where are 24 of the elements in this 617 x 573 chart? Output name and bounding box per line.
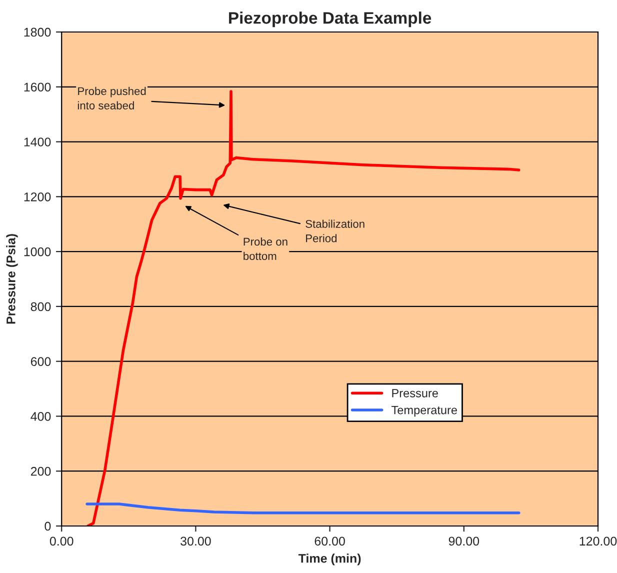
y-axis-title: Pressure (Psia) <box>6 234 18 324</box>
y-tick-label: 600 <box>30 357 51 366</box>
x-tick-label: 90.00 <box>448 536 480 546</box>
legend-label: Pressure <box>392 389 438 398</box>
y-tick-label: 1600 <box>24 82 51 92</box>
x-tick-label: 120.00 <box>580 536 617 546</box>
y-tick-label: 1200 <box>24 192 51 202</box>
x-tick-label: 60.00 <box>314 536 345 546</box>
y-tick-label: 400 <box>30 412 51 421</box>
line-series <box>86 502 520 514</box>
y-tick-label: 1400 <box>24 138 51 146</box>
y-tick-label: 0 <box>44 522 51 531</box>
annotation: Probe on bottom <box>244 237 288 260</box>
annotation: Probe pushed into seabed <box>78 86 146 110</box>
x-tick-label: 30.00 <box>180 536 211 546</box>
x-tick-label: 0.00 <box>50 536 74 546</box>
y-tick-label: 800 <box>30 302 51 312</box>
y-tick-label: 1800 <box>24 28 51 37</box>
x-axis-title: Time (min) <box>298 554 361 566</box>
chart-title: Piezoprobe Data Example <box>229 12 432 28</box>
y-tick-label: 200 <box>30 466 51 476</box>
annotation: Stabilization Period <box>306 220 364 242</box>
y-tick-label: 1000 <box>24 247 51 256</box>
legend-label: Temperature <box>392 406 457 417</box>
